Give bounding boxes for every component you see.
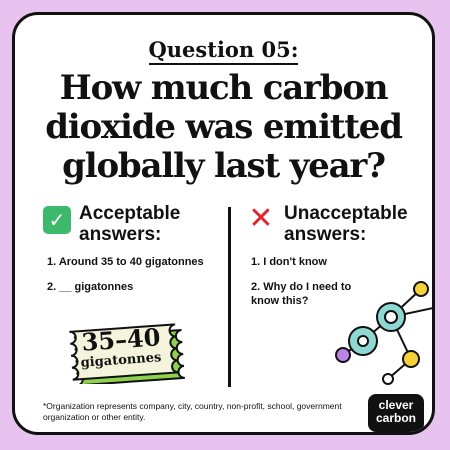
unacceptable-list: 1. I don't know 2. Why do I need to know… bbox=[251, 255, 361, 319]
ticket-graphic bbox=[69, 323, 185, 384]
clever-carbon-logo: clever carbon bbox=[368, 394, 424, 432]
x-icon: ✕ bbox=[248, 201, 274, 236]
check-icon: ✓ bbox=[43, 206, 71, 234]
question-title: How much carbon dioxide was emitted glob… bbox=[45, 68, 403, 186]
footnote: *Organization represents company, city, … bbox=[43, 401, 342, 422]
list-item: 2. Why do I need to know this? bbox=[251, 281, 352, 307]
column-divider bbox=[228, 207, 231, 387]
acceptable-list: 1. Around 35 to 40 gigatonnes 2. __ giga… bbox=[47, 255, 227, 305]
list-item: 2. __ gigatonnes bbox=[47, 281, 134, 293]
acceptable-heading: ✓ Acceptable answers: bbox=[43, 203, 199, 245]
molecule-icon bbox=[335, 281, 432, 385]
question-number: Question 05: bbox=[15, 37, 432, 65]
question-card: Question 05: How much carbon dioxide was… bbox=[12, 12, 435, 435]
list-item: 1. I don't know bbox=[251, 256, 327, 268]
list-item: 1. Around 35 to 40 gigatonnes bbox=[47, 256, 204, 268]
unacceptable-heading: ✕ Unacceptable answers: bbox=[246, 203, 424, 245]
